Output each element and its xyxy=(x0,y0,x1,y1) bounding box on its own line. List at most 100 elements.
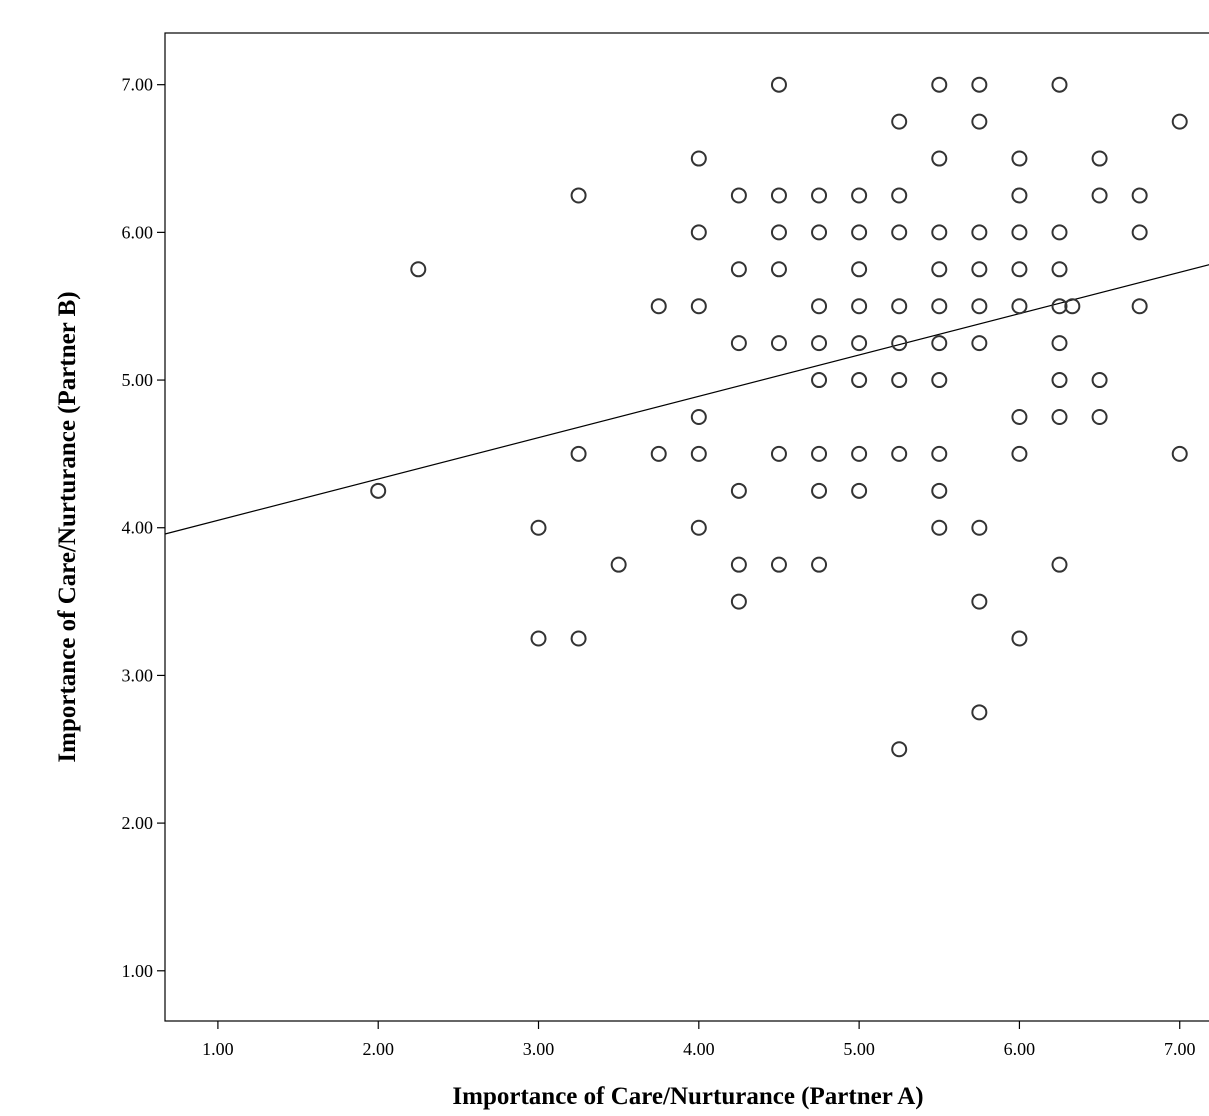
data-point xyxy=(811,482,828,499)
data-point xyxy=(891,335,908,352)
data-point xyxy=(770,261,787,278)
data-points xyxy=(370,76,1188,758)
data-point xyxy=(851,298,868,315)
data-point xyxy=(851,445,868,462)
data-point xyxy=(1064,298,1081,315)
data-point xyxy=(1131,187,1148,204)
data-point xyxy=(851,372,868,389)
data-point xyxy=(410,261,427,278)
data-point xyxy=(1131,224,1148,241)
data-point xyxy=(730,482,747,499)
data-point xyxy=(770,556,787,573)
data-point xyxy=(770,335,787,352)
data-point xyxy=(851,261,868,278)
data-point xyxy=(650,445,667,462)
data-point xyxy=(690,224,707,241)
data-point xyxy=(971,76,988,93)
data-point xyxy=(530,630,547,647)
data-point xyxy=(370,482,387,499)
data-point xyxy=(690,150,707,167)
data-point xyxy=(1011,445,1028,462)
data-point xyxy=(1171,113,1188,130)
data-point xyxy=(971,593,988,610)
data-point xyxy=(931,482,948,499)
data-point xyxy=(1171,445,1188,462)
data-point xyxy=(1011,187,1028,204)
data-point xyxy=(851,335,868,352)
data-point xyxy=(931,519,948,536)
x-tick-label: 4.00 xyxy=(683,1039,715,1059)
data-point xyxy=(891,113,908,130)
y-tick-label: 4.00 xyxy=(122,518,154,538)
data-point xyxy=(891,741,908,758)
y-tick-label: 3.00 xyxy=(122,665,154,685)
data-point xyxy=(971,519,988,536)
data-point xyxy=(1011,630,1028,647)
data-point xyxy=(891,372,908,389)
data-point xyxy=(1011,408,1028,425)
data-point xyxy=(1011,224,1028,241)
data-point xyxy=(931,150,948,167)
data-point xyxy=(1051,261,1068,278)
data-point xyxy=(690,445,707,462)
data-point xyxy=(931,335,948,352)
plot-frame xyxy=(164,32,1209,1022)
data-point xyxy=(610,556,627,573)
data-point xyxy=(931,298,948,315)
y-axis: 1.00 2.00 3.00 4.00 5.00 6.00 7.00 xyxy=(122,75,165,981)
data-point xyxy=(811,372,828,389)
data-point xyxy=(971,113,988,130)
data-point xyxy=(770,187,787,204)
y-tick-label: 5.00 xyxy=(122,370,154,390)
data-point xyxy=(1131,298,1148,315)
data-point xyxy=(811,298,828,315)
y-tick-label: 2.00 xyxy=(122,813,154,833)
data-point xyxy=(851,482,868,499)
data-point xyxy=(690,298,707,315)
data-point xyxy=(891,298,908,315)
data-point xyxy=(530,519,547,536)
data-point xyxy=(1091,187,1108,204)
data-point xyxy=(1051,298,1068,315)
data-point xyxy=(971,704,988,721)
y-tick-label: 7.00 xyxy=(122,75,154,95)
regression-line xyxy=(164,264,1209,535)
data-point xyxy=(811,187,828,204)
data-point xyxy=(931,261,948,278)
data-point xyxy=(1051,372,1068,389)
data-point xyxy=(730,556,747,573)
y-axis-title: Importance of Care/Nurturance (Partner B… xyxy=(54,291,81,762)
data-point xyxy=(1011,150,1028,167)
data-point xyxy=(650,298,667,315)
data-point xyxy=(891,224,908,241)
data-point xyxy=(730,593,747,610)
data-point xyxy=(891,187,908,204)
data-point xyxy=(1091,408,1108,425)
x-axis-title: Importance of Care/Nurturance (Partner A… xyxy=(452,1083,923,1110)
data-point xyxy=(1011,261,1028,278)
y-tick-label: 6.00 xyxy=(122,222,154,242)
data-point xyxy=(931,76,948,93)
data-point xyxy=(971,298,988,315)
data-point xyxy=(1051,408,1068,425)
x-tick-label: 3.00 xyxy=(523,1039,555,1059)
data-point xyxy=(1051,335,1068,352)
data-point xyxy=(770,445,787,462)
data-point xyxy=(1091,150,1108,167)
data-point xyxy=(811,224,828,241)
data-point xyxy=(770,224,787,241)
data-point xyxy=(690,519,707,536)
x-tick-label: 5.00 xyxy=(843,1039,875,1059)
data-point xyxy=(690,408,707,425)
data-point xyxy=(570,630,587,647)
data-point xyxy=(570,187,587,204)
data-point xyxy=(971,261,988,278)
data-point xyxy=(1051,76,1068,93)
data-point xyxy=(811,445,828,462)
data-point xyxy=(730,261,747,278)
data-point xyxy=(1011,298,1028,315)
data-point xyxy=(931,224,948,241)
data-point xyxy=(730,335,747,352)
data-point xyxy=(811,335,828,352)
data-point xyxy=(931,372,948,389)
